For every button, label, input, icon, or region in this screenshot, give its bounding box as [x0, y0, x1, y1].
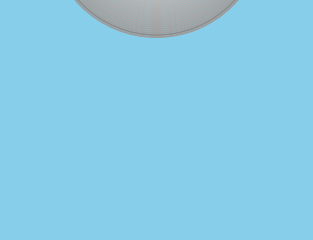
Wedge shape [54, 0, 259, 32]
Wedge shape [80, 0, 233, 6]
Wedge shape [69, 0, 244, 18]
Wedge shape [73, 0, 240, 14]
Wedge shape [79, 0, 234, 8]
Wedge shape [83, 0, 230, 4]
Wedge shape [70, 0, 243, 16]
Wedge shape [60, 0, 253, 26]
Wedge shape [76, 0, 237, 10]
Wedge shape [59, 0, 254, 28]
Wedge shape [64, 0, 249, 22]
Wedge shape [49, 0, 264, 38]
Wedge shape [63, 0, 250, 24]
Wedge shape [85, 0, 228, 2]
Wedge shape [53, 0, 260, 34]
Wedge shape [74, 0, 239, 12]
Wedge shape [50, 0, 263, 36]
Wedge shape [57, 0, 256, 30]
Wedge shape [66, 0, 247, 20]
